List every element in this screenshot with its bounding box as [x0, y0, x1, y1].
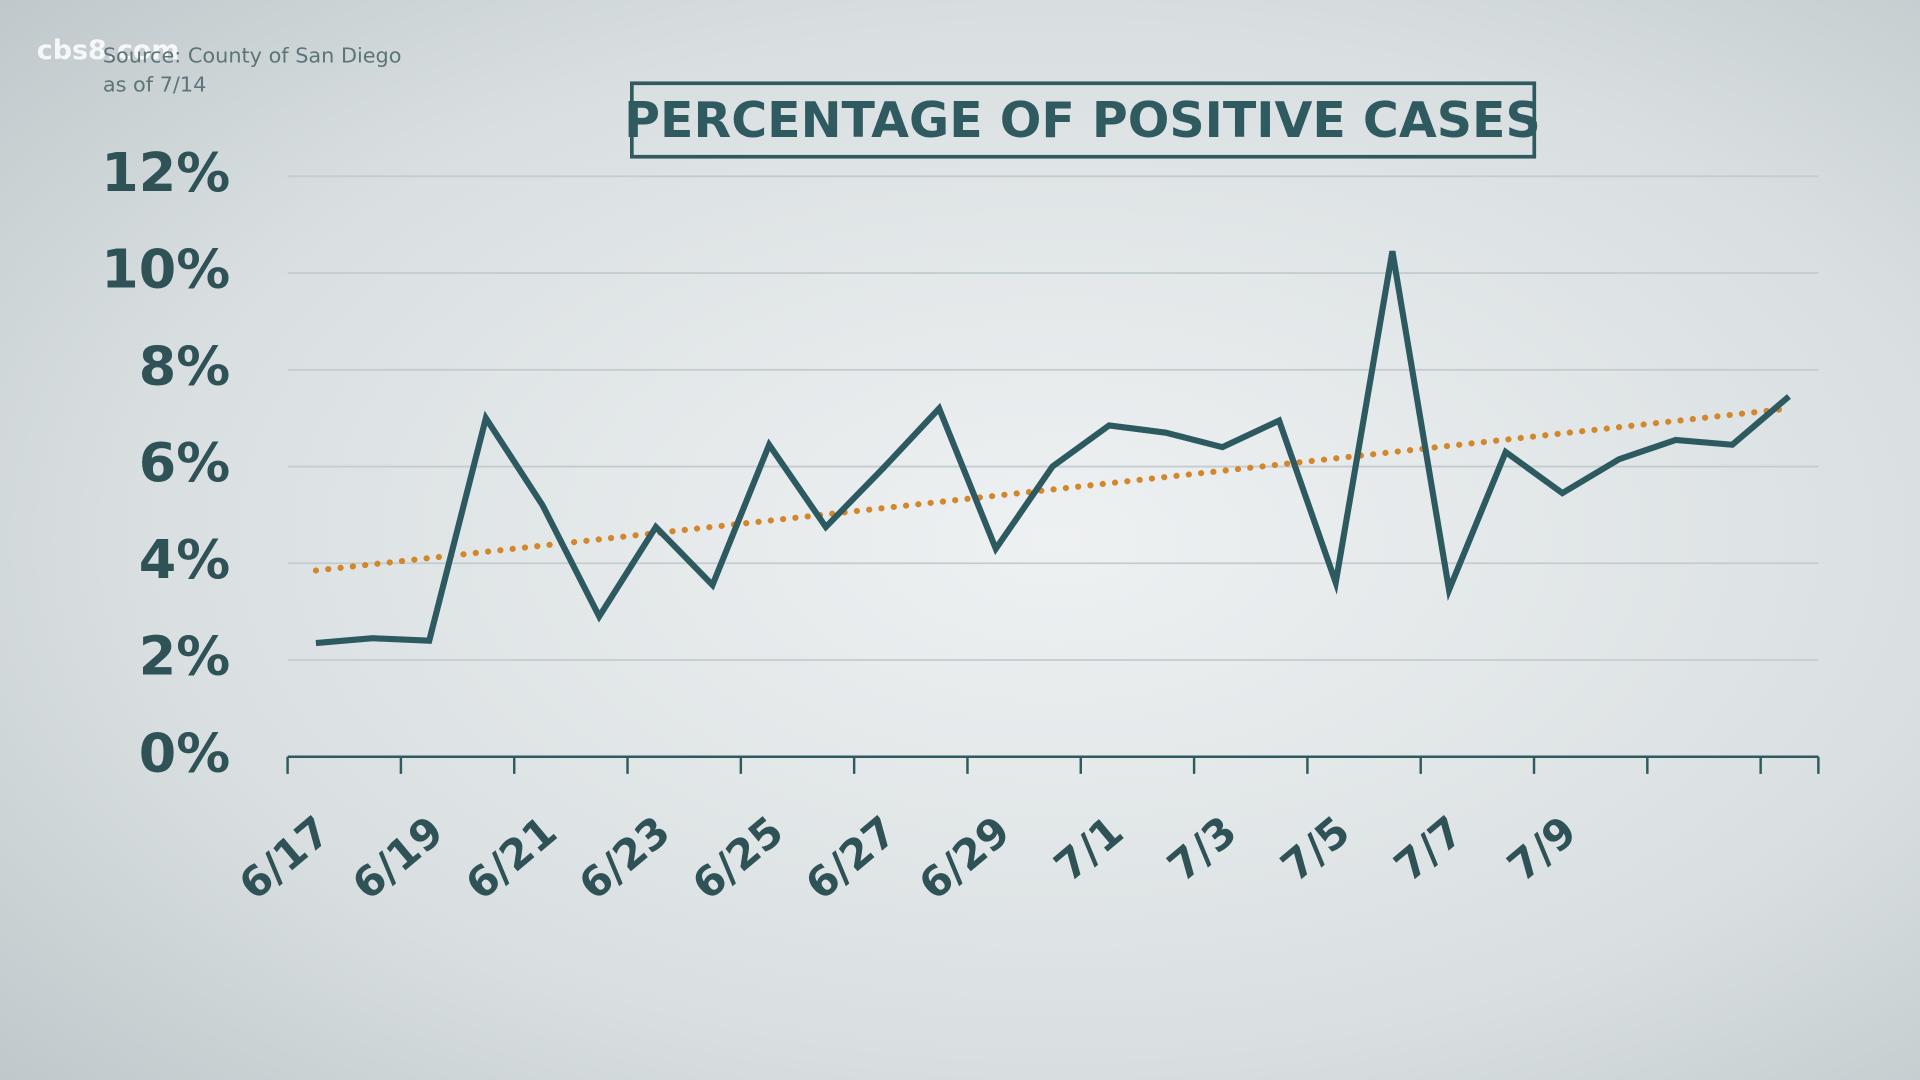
y-tick-label: 10%	[101, 238, 230, 301]
data-line	[315, 250, 1791, 647]
title-box	[630, 81, 1537, 159]
as-of: as of 7/14	[103, 73, 207, 97]
y-tick-label: 12%	[101, 141, 230, 204]
logo: cbs8.com	[37, 35, 180, 66]
y-tick-label: 0%	[139, 721, 230, 784]
y-tick-label: 8%	[139, 334, 230, 397]
chart-title: PERCENTAGE OF POSITIVE CASES	[624, 92, 1541, 149]
y-tick-label: 2%	[139, 625, 230, 688]
y-tick-label: 6%	[139, 431, 230, 494]
source: Source: County of San Diego	[103, 43, 402, 67]
y-tick-label: 4%	[139, 528, 230, 591]
